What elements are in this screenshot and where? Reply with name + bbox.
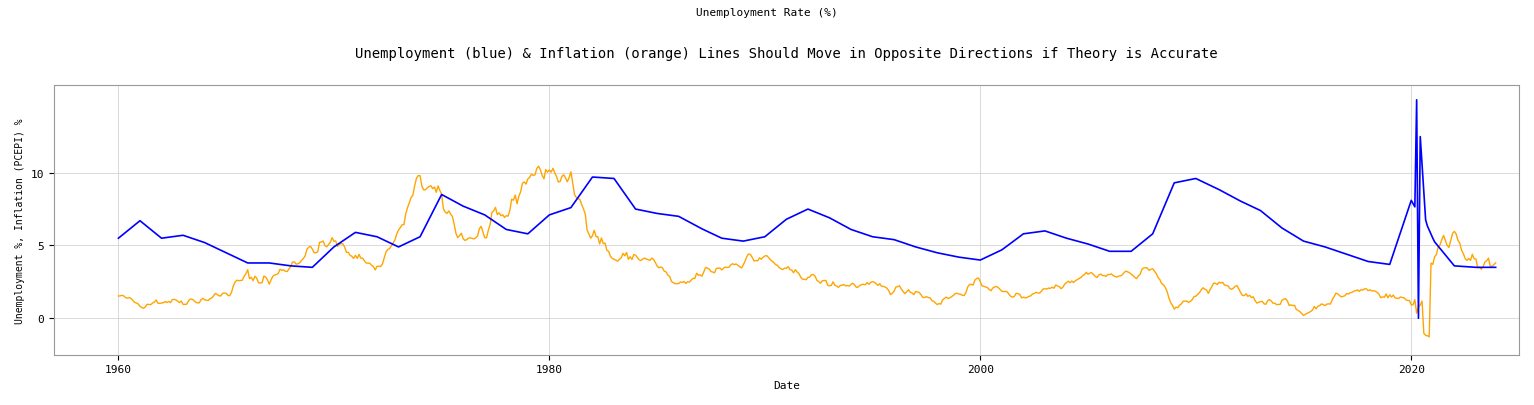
Text: Unemployment Rate (%): Unemployment Rate (%) [696, 8, 838, 18]
Y-axis label: Unemployment %, Inflation (PCEPI) %: Unemployment %, Inflation (PCEPI) % [15, 118, 25, 323]
Title: Unemployment (blue) & Inflation (orange) Lines Should Move in Opposite Direction: Unemployment (blue) & Inflation (orange)… [354, 47, 1218, 61]
X-axis label: Date: Date [773, 380, 799, 390]
